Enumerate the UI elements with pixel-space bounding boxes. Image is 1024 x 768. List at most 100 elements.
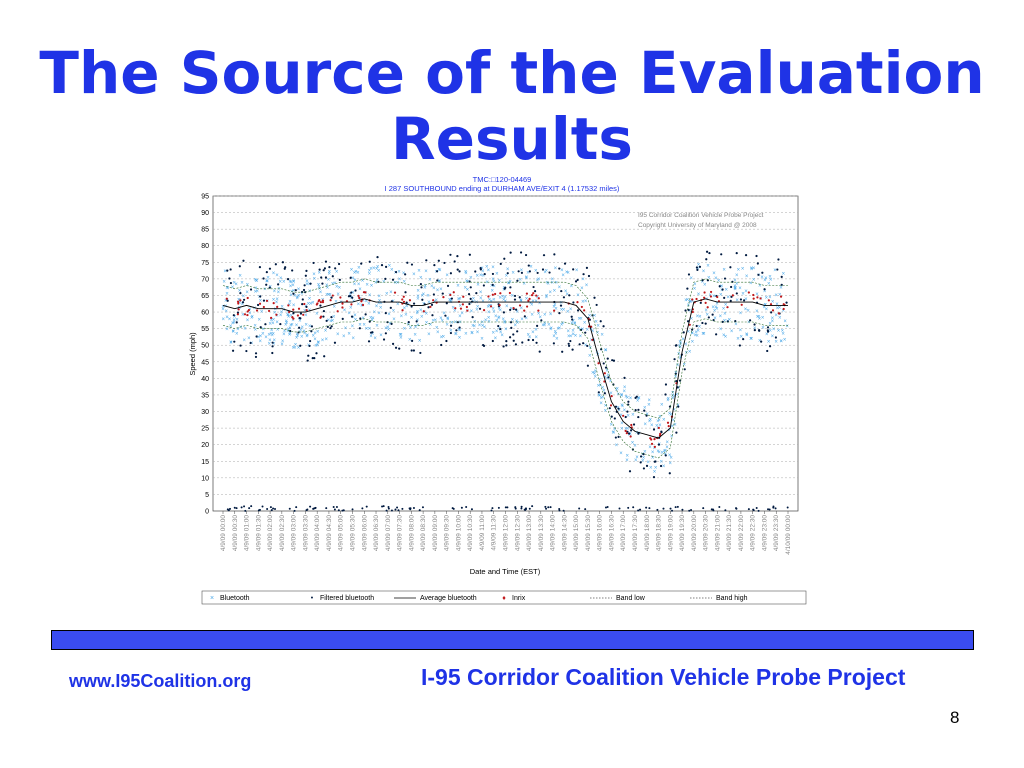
bluetooth-point: × [255,278,259,284]
bluetooth-point: × [275,297,279,303]
filtered-bluetooth-point [614,405,618,408]
filtered-bluetooth-point [445,302,448,305]
low-speed-point [409,508,412,511]
bluetooth-point: × [735,273,739,279]
low-speed-point [390,509,393,512]
bluetooth-point: × [723,319,727,325]
filtered-bluetooth-point [505,340,508,343]
filtered-bluetooth-point [503,257,506,260]
bluetooth-point: × [409,326,413,332]
bluetooth-point: × [551,280,555,286]
bluetooth-point: × [558,326,562,332]
bluetooth-point: × [601,386,605,392]
bluetooth-point: × [412,272,416,278]
bluetooth-point: × [231,329,235,335]
low-speed-point [578,507,581,510]
bluetooth-point: × [450,320,454,326]
filtered-bluetooth-point [369,331,373,334]
bluetooth-point: × [299,328,303,334]
bluetooth-point: × [295,296,299,302]
bluetooth-point: × [369,315,373,321]
filtered-bluetooth-point [321,282,324,285]
bluetooth-point: × [332,314,336,320]
filtered-bluetooth-point [382,338,386,341]
bluetooth-point: × [317,340,321,346]
bluetooth-point: × [296,333,300,339]
bluetooth-point: × [530,303,534,309]
bluetooth-point: × [478,323,482,329]
band-high-line [222,278,788,419]
filtered-bluetooth-point [410,305,413,308]
filtered-bluetooth-point [668,472,671,475]
bluetooth-point: × [624,395,628,401]
bluetooth-point: × [746,309,750,315]
inrix-point [530,294,534,297]
bluetooth-point: × [604,404,608,410]
low-speed-point [528,507,531,510]
low-speed-point [397,509,400,512]
bluetooth-point: × [531,330,535,336]
low-speed-point [752,508,755,511]
bluetooth-point: × [288,332,292,338]
bluetooth-point: × [726,295,730,301]
filtered-bluetooth-point [320,276,323,279]
filtered-bluetooth-point [730,285,733,289]
bluetooth-point: × [564,289,568,295]
bluetooth-point: × [674,374,678,380]
bluetooth-point: × [377,301,381,307]
bluetooth-point: × [602,389,606,395]
footer-divider-bar [51,630,974,650]
bluetooth-point: × [440,335,444,341]
bluetooth-point: × [649,465,653,471]
y-tick-label: 30 [201,409,209,416]
bluetooth-point: × [598,394,602,400]
filtered-bluetooth-point [329,327,332,330]
filtered-bluetooth-point [458,270,461,273]
bluetooth-point: × [373,310,377,316]
inrix-point [657,426,660,430]
bluetooth-point: × [689,276,693,282]
bluetooth-point: × [667,428,671,434]
filtered-bluetooth-point [254,355,258,359]
filtered-bluetooth-point [639,461,642,464]
filtered-bluetooth-point [301,298,304,301]
bluetooth-point: × [476,330,480,336]
bluetooth-point: × [755,292,759,298]
bluetooth-point: × [718,285,722,291]
filtered-bluetooth-point [776,268,779,271]
x-tick-label: 4/9/09 02:00 [267,515,274,552]
inrix-point [305,309,308,312]
bluetooth-point: × [606,373,610,379]
filtered-bluetooth-point [449,331,453,335]
bluetooth-point: × [597,393,601,399]
inrix-point [236,300,240,303]
inrix-point [408,299,412,302]
bluetooth-point: × [588,353,592,359]
bluetooth-point: × [761,326,765,332]
bluetooth-point: × [300,335,304,341]
filtered-bluetooth-point [623,376,626,379]
bluetooth-point: × [454,320,458,326]
inrix-point [275,313,278,316]
bluetooth-point: × [485,264,489,270]
low-speed-point [314,506,317,509]
filtered-bluetooth-point [701,279,704,282]
bluetooth-point: × [469,275,473,281]
bluetooth-point: × [379,301,383,307]
y-tick-label: 80 [201,243,209,250]
bluetooth-point: × [711,305,715,311]
bluetooth-point: × [479,296,483,302]
bluetooth-point: × [584,299,588,305]
low-speed-point [497,506,500,509]
bluetooth-point: × [350,268,354,274]
filtered-bluetooth-point [642,467,646,470]
y-tick-label: 0 [205,509,209,516]
bluetooth-point: × [376,278,380,284]
filtered-bluetooth-point [699,301,702,304]
filtered-bluetooth-point [774,336,778,339]
bluetooth-point: × [225,315,229,321]
x-tick-label: 4/9/09 08:00 [408,515,415,552]
filtered-bluetooth-point [310,325,314,328]
bluetooth-point: × [509,306,513,312]
bluetooth-point: × [426,294,430,300]
